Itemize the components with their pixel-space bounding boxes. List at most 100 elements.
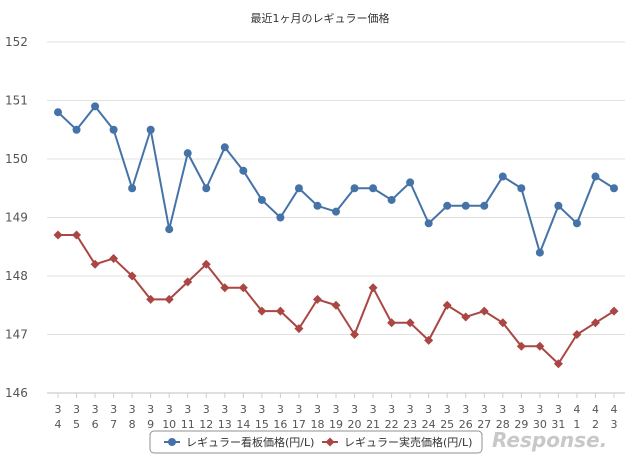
x-tick-label-day: 17 xyxy=(292,418,306,431)
data-point xyxy=(461,201,470,210)
x-tick-label-month: 3 xyxy=(295,403,302,416)
y-tick-label: 150 xyxy=(5,152,28,166)
data-point xyxy=(220,143,229,152)
data-point xyxy=(610,184,618,193)
x-tick-label-day: 6 xyxy=(92,418,99,431)
x-tick-label-day: 18 xyxy=(310,418,324,431)
x-tick-label-day: 13 xyxy=(218,418,232,431)
y-tick-label: 147 xyxy=(5,328,28,342)
data-point xyxy=(406,178,415,187)
data-point xyxy=(387,318,397,328)
x-tick-label-month: 3 xyxy=(73,403,80,416)
legend-label: レギュラー看板価格(円/L) xyxy=(186,435,314,449)
data-point xyxy=(553,359,563,369)
x-tick-label-month: 3 xyxy=(110,403,117,416)
y-tick-label: 148 xyxy=(5,269,28,283)
data-point xyxy=(368,283,378,293)
x-tick-label-day: 10 xyxy=(162,418,176,431)
data-point xyxy=(257,195,266,204)
x-tick-label-month: 3 xyxy=(129,403,136,416)
x-tick-label-day: 25 xyxy=(440,418,454,431)
x-tick-label-day: 3 xyxy=(611,418,618,431)
x-tick-label-month: 4 xyxy=(573,403,580,416)
y-tick-label: 146 xyxy=(5,386,28,400)
data-point xyxy=(442,300,452,310)
data-point xyxy=(424,219,433,228)
x-tick-label-day: 20 xyxy=(348,418,362,431)
data-point xyxy=(498,172,507,181)
x-tick-label-month: 3 xyxy=(333,403,340,416)
data-point xyxy=(312,294,322,304)
legend-marker xyxy=(325,437,335,447)
data-point xyxy=(350,184,359,193)
data-point xyxy=(572,330,582,339)
watermark-text: Response. xyxy=(492,428,607,452)
x-tick-label-day: 15 xyxy=(255,418,269,431)
x-tick-label-day: 4 xyxy=(55,418,62,431)
data-point xyxy=(294,324,304,334)
data-point xyxy=(517,184,526,193)
y-tick-label: 152 xyxy=(5,35,28,49)
data-point xyxy=(313,201,322,210)
x-tick-label-day: 14 xyxy=(236,418,250,431)
x-tick-label-day: 27 xyxy=(477,418,491,431)
x-tick-label-day: 16 xyxy=(273,418,287,431)
x-tick-label-day: 5 xyxy=(73,418,80,431)
x-tick-label-day: 19 xyxy=(329,418,343,431)
x-tick-label-month: 3 xyxy=(407,403,414,416)
x-tick-label-month: 3 xyxy=(203,403,210,416)
x-tick-label-day: 7 xyxy=(110,418,117,431)
x-tick-label-month: 3 xyxy=(240,403,247,416)
x-tick-label-month: 3 xyxy=(555,403,562,416)
x-tick-label-month: 3 xyxy=(462,403,469,416)
data-point xyxy=(350,330,360,339)
data-point xyxy=(91,102,100,111)
x-tick-label-month: 3 xyxy=(55,403,62,416)
x-tick-label-day: 21 xyxy=(366,418,380,431)
data-point xyxy=(146,294,156,304)
series-line xyxy=(57,105,615,254)
x-tick-label-month: 3 xyxy=(481,403,488,416)
x-tick-label-month: 3 xyxy=(166,403,173,416)
x-tick-label-day: 26 xyxy=(459,418,473,431)
series-1 xyxy=(54,102,618,257)
x-tick-label-month: 3 xyxy=(444,403,451,416)
data-point xyxy=(498,318,508,328)
x-tick-label-month: 3 xyxy=(499,403,506,416)
x-tick-label-day: 8 xyxy=(129,418,136,431)
x-tick-label-day: 30 xyxy=(533,418,547,431)
x-axis: 3435363738393103113123133143153163173183… xyxy=(55,393,618,431)
data-point xyxy=(590,318,600,328)
x-tick-label-month: 3 xyxy=(351,403,358,416)
data-point xyxy=(276,213,285,222)
x-tick-label-month: 3 xyxy=(258,403,265,416)
data-point xyxy=(201,259,211,269)
series-line xyxy=(58,234,615,365)
data-point xyxy=(294,184,303,193)
data-point xyxy=(331,300,341,310)
x-tick-label-day: 23 xyxy=(403,418,417,431)
data-point xyxy=(424,335,434,345)
x-tick-label-month: 3 xyxy=(92,403,99,416)
data-point xyxy=(128,184,137,193)
data-point xyxy=(72,230,82,240)
data-point xyxy=(369,184,378,193)
data-point xyxy=(554,201,563,210)
y-tick-label: 151 xyxy=(5,94,28,108)
data-point xyxy=(609,306,619,316)
legend: レギュラー看板価格(円/L) レギュラー実売価格(円/L) xyxy=(149,430,483,454)
x-tick-label-day: 28 xyxy=(496,418,510,431)
x-tick-label-month: 3 xyxy=(518,403,525,416)
data-point xyxy=(109,253,119,263)
x-tick-label-day: 11 xyxy=(181,418,195,431)
data-point xyxy=(183,149,192,158)
data-point xyxy=(239,166,248,175)
data-point xyxy=(591,172,600,181)
legend-label: レギュラー実売価格(円/L) xyxy=(344,435,472,449)
x-tick-label-day: 12 xyxy=(199,418,213,431)
x-tick-label-day: 31 xyxy=(551,418,565,431)
data-point xyxy=(535,341,545,351)
x-tick-label-month: 3 xyxy=(425,403,432,416)
data-point xyxy=(332,207,340,216)
